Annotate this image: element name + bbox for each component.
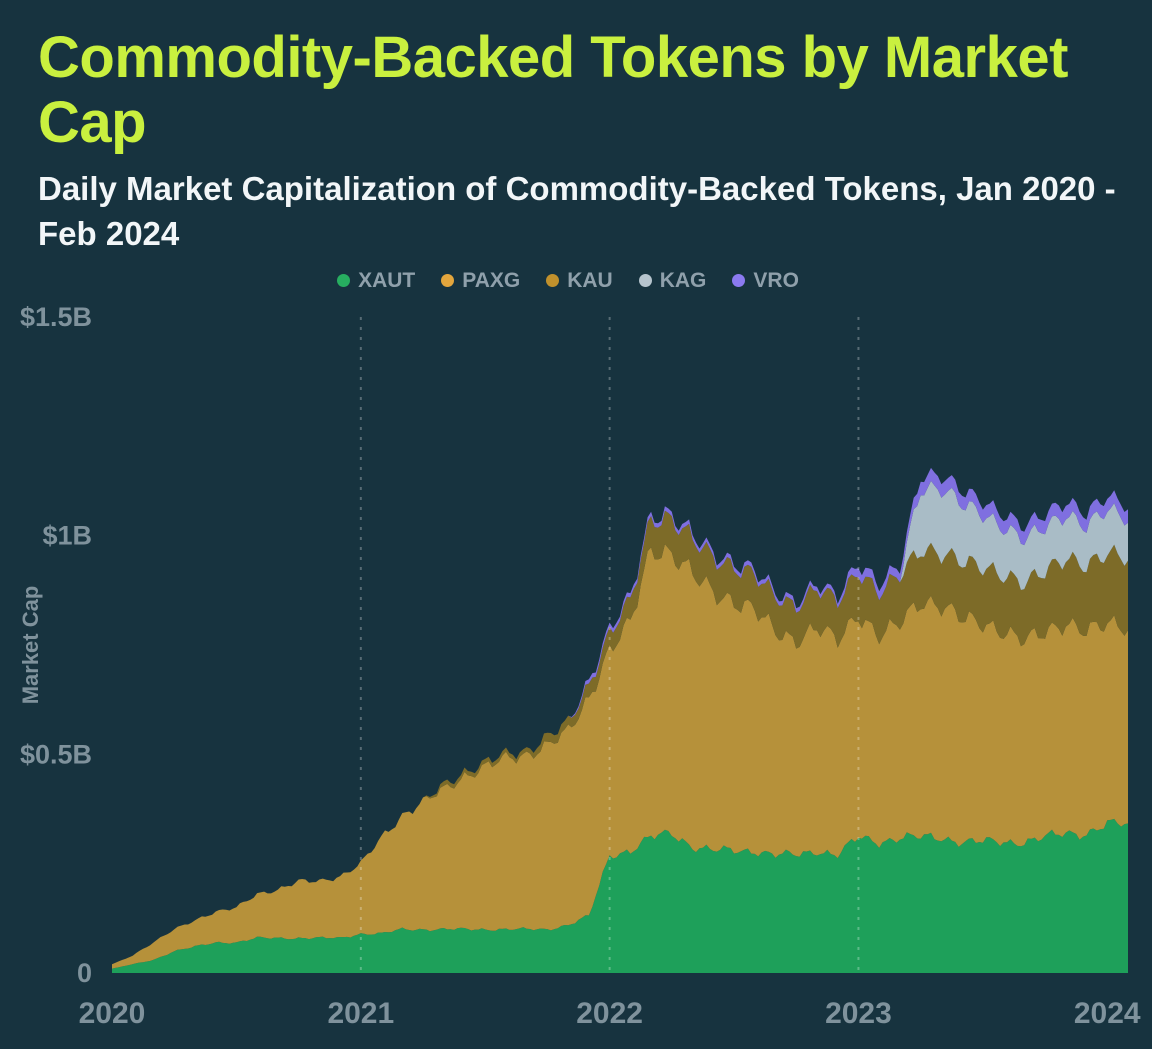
xaut-legend-dot-icon [337, 274, 351, 288]
kau-legend-dot-icon [546, 274, 560, 288]
chart-area: 0 $0.5B $1B $1.5B 2020 2021 2022 2023 2024 Market… [0, 297, 1152, 1047]
legend-label: KAG [659, 268, 707, 292]
legend-item-kag[interactable]: KAG [638, 268, 707, 293]
area-kau [112, 510, 1128, 965]
legend-item-paxg[interactable]: PAXG [441, 269, 520, 293]
x-tick-label: 2021 [327, 997, 394, 1030]
chart-legend: XAUT PAXG KAU KAG VRO [38, 265, 1098, 297]
y-tick-label: 0 [77, 958, 92, 988]
legend-item-kau[interactable]: KAU [546, 269, 613, 293]
legend-item-xaut[interactable]: XAUT [337, 269, 415, 293]
y-tick-label: $0.5B [20, 739, 92, 769]
x-tick-label: 2024 [1074, 997, 1141, 1030]
y-tick-label: $1.5B [20, 302, 92, 332]
area-paxg [112, 544, 1128, 969]
area-xaut [112, 818, 1128, 973]
x-tick-label: 2020 [79, 997, 146, 1030]
x-tick-label: 2023 [825, 997, 892, 1030]
legend-label: PAXG [462, 268, 521, 292]
page-subtitle: Daily Market Capitalization of Commodity… [38, 169, 1116, 253]
paxg-legend-dot-icon [441, 274, 455, 288]
page-title: Commodity-Backed Tokens by Market Cap [38, 25, 1068, 155]
y-tick-label: $1B [42, 521, 92, 551]
market-cap-stacked-area-chart: 0 $0.5B $1B $1.5B 2020 2021 2022 2023 2024 Market… [18, 302, 1141, 1030]
y-axis-title: Market Cap [18, 586, 43, 705]
legend-label: XAUT [358, 268, 416, 292]
legend-label: KAU [567, 268, 613, 292]
kag-legend-dot-icon [638, 274, 652, 288]
legend-label: VRO [753, 268, 799, 292]
x-tick-label: 2022 [576, 997, 643, 1030]
vro-legend-dot-icon [732, 274, 746, 288]
legend-item-vro[interactable]: VRO [732, 269, 799, 293]
